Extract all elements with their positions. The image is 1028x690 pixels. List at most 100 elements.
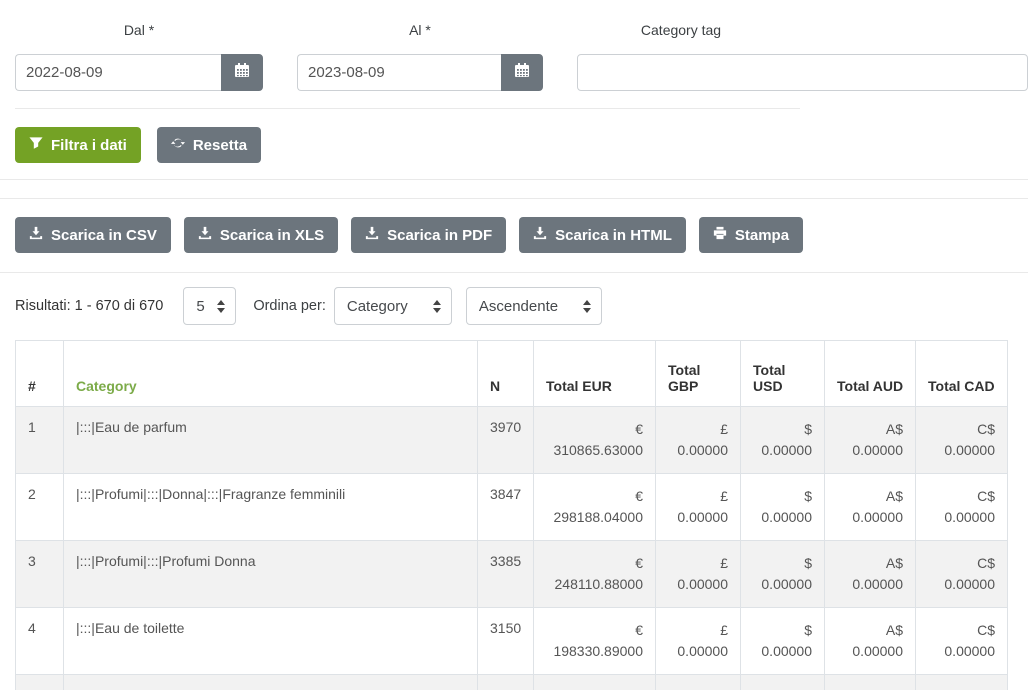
download-csv-label: Scarica in CSV bbox=[51, 226, 157, 244]
currency-symbol: $ bbox=[804, 555, 812, 571]
currency-value: 0.00000 bbox=[944, 643, 995, 659]
per-page-value: 5 bbox=[196, 297, 205, 315]
currency-value: 310865.63000 bbox=[553, 442, 643, 458]
print-button-label: Stampa bbox=[734, 226, 790, 244]
order-by-value: Category bbox=[346, 297, 408, 315]
order-by-select[interactable]: Category bbox=[333, 287, 452, 325]
row-total-cad: C$ 0.00000 bbox=[915, 607, 1008, 675]
select-arrows-icon bbox=[217, 299, 226, 313]
refresh-icon bbox=[170, 136, 185, 154]
currency-value: 0.00000 bbox=[761, 576, 812, 592]
table-row-partial bbox=[15, 674, 1008, 690]
table-row: 1 |:::|Eau de parfum 3970 €310865.63000 … bbox=[15, 406, 1008, 474]
row-category: |:::|Eau de toilette bbox=[63, 607, 478, 675]
row-total-eur: €198330.89000 bbox=[533, 607, 656, 675]
currency-symbol: C$ bbox=[977, 421, 995, 437]
filter-button[interactable]: Filtra i dati bbox=[15, 127, 141, 163]
currency-symbol: $ bbox=[804, 421, 812, 437]
row-index: 3 bbox=[15, 540, 64, 608]
print-button[interactable]: Stampa bbox=[698, 217, 804, 253]
currency-value: 0.00000 bbox=[677, 643, 728, 659]
row-total-aud: A$ 0.00000 bbox=[824, 473, 916, 541]
currency-symbol: £ bbox=[720, 488, 728, 504]
results-table: # Category N Total EUR Total GBP Total U… bbox=[15, 340, 1008, 690]
currency-value: 298188.04000 bbox=[553, 509, 643, 525]
download-xls-label: Scarica in XLS bbox=[219, 226, 325, 244]
download-html-button[interactable]: Scarica in HTML bbox=[519, 217, 686, 253]
download-html-label: Scarica in HTML bbox=[555, 226, 672, 244]
per-page-select[interactable]: 5 bbox=[183, 287, 237, 325]
row-total-cad: C$ 0.00000 bbox=[915, 473, 1008, 541]
category-tag-input[interactable] bbox=[577, 54, 1028, 91]
row-total-eur: €248110.88000 bbox=[533, 540, 656, 608]
header-total-usd: Total USD bbox=[740, 340, 825, 407]
form-divider bbox=[15, 108, 800, 109]
calendar-icon bbox=[234, 62, 250, 83]
header-n: N bbox=[477, 340, 534, 407]
table-row: 3 |:::|Profumi|:::|Profumi Donna 3385 €2… bbox=[15, 540, 1008, 608]
row-total-aud: A$ 0.00000 bbox=[824, 406, 916, 474]
currency-value: 0.00000 bbox=[852, 509, 903, 525]
currency-symbol: C$ bbox=[977, 488, 995, 504]
al-label: Al * bbox=[409, 22, 431, 38]
currency-value: 0.00000 bbox=[944, 576, 995, 592]
dal-input-group bbox=[15, 54, 263, 91]
select-arrows-icon bbox=[582, 299, 591, 313]
row-total-cad: C$ 0.00000 bbox=[915, 540, 1008, 608]
currency-value: 0.00000 bbox=[761, 509, 812, 525]
header-total-aud: Total AUD bbox=[824, 340, 916, 407]
row-n: 3847 bbox=[477, 473, 534, 541]
row-total-usd: $0.00000 bbox=[740, 540, 825, 608]
header-category-sort-link[interactable]: Category bbox=[63, 340, 478, 407]
order-direction-value: Ascendente bbox=[478, 297, 559, 315]
filter-funnel-icon bbox=[29, 136, 43, 154]
dal-date-input[interactable] bbox=[15, 54, 221, 91]
row-index: 1 bbox=[15, 406, 64, 474]
currency-value: 0.00000 bbox=[677, 509, 728, 525]
divider bbox=[0, 179, 1028, 180]
row-n: 3970 bbox=[477, 406, 534, 474]
divider bbox=[0, 198, 1028, 199]
currency-symbol: € bbox=[635, 421, 643, 437]
printer-icon bbox=[713, 226, 727, 244]
currency-symbol: C$ bbox=[977, 555, 995, 571]
divider bbox=[0, 272, 1028, 273]
reset-button[interactable]: Resetta bbox=[156, 127, 262, 163]
currency-symbol: £ bbox=[720, 555, 728, 571]
currency-value: 0.00000 bbox=[761, 643, 812, 659]
currency-symbol: € bbox=[635, 488, 643, 504]
currency-symbol: A$ bbox=[885, 488, 903, 504]
dal-calendar-button[interactable] bbox=[221, 54, 263, 91]
order-by-label: Ordina per: bbox=[253, 298, 326, 314]
category-tag-label: Category tag bbox=[640, 22, 722, 38]
download-icon bbox=[29, 226, 43, 244]
currency-value: 248110.88000 bbox=[554, 576, 644, 592]
currency-value: 0.00000 bbox=[944, 509, 995, 525]
results-summary: Risultati: 1 - 670 di 670 bbox=[15, 298, 164, 314]
download-xls-button[interactable]: Scarica in XLS bbox=[183, 217, 339, 253]
row-total-eur: €310865.63000 bbox=[533, 406, 656, 474]
al-date-input[interactable] bbox=[297, 54, 501, 91]
row-category: |:::|Eau de parfum bbox=[63, 406, 478, 474]
currency-symbol: £ bbox=[720, 421, 728, 437]
row-total-usd: $0.00000 bbox=[740, 473, 825, 541]
download-icon bbox=[533, 226, 547, 244]
download-pdf-label: Scarica in PDF bbox=[387, 226, 493, 244]
download-icon bbox=[365, 226, 379, 244]
order-direction-select[interactable]: Ascendente bbox=[465, 287, 602, 325]
currency-symbol: € bbox=[635, 622, 643, 638]
currency-value: 0.00000 bbox=[761, 442, 812, 458]
currency-value: 0.00000 bbox=[852, 442, 903, 458]
filter-button-label: Filtra i dati bbox=[51, 136, 127, 154]
row-total-eur: €298188.04000 bbox=[533, 473, 656, 541]
download-pdf-button[interactable]: Scarica in PDF bbox=[351, 217, 507, 253]
currency-symbol: C$ bbox=[977, 622, 995, 638]
header-total-eur: Total EUR bbox=[533, 340, 656, 407]
row-total-aud: A$ 0.00000 bbox=[824, 540, 916, 608]
al-calendar-button[interactable] bbox=[501, 54, 543, 91]
row-total-gbp: £0.00000 bbox=[655, 406, 741, 474]
download-csv-button[interactable]: Scarica in CSV bbox=[15, 217, 171, 253]
currency-symbol: £ bbox=[720, 622, 728, 638]
row-total-gbp: £0.00000 bbox=[655, 607, 741, 675]
header-total-cad: Total CAD bbox=[915, 340, 1008, 407]
